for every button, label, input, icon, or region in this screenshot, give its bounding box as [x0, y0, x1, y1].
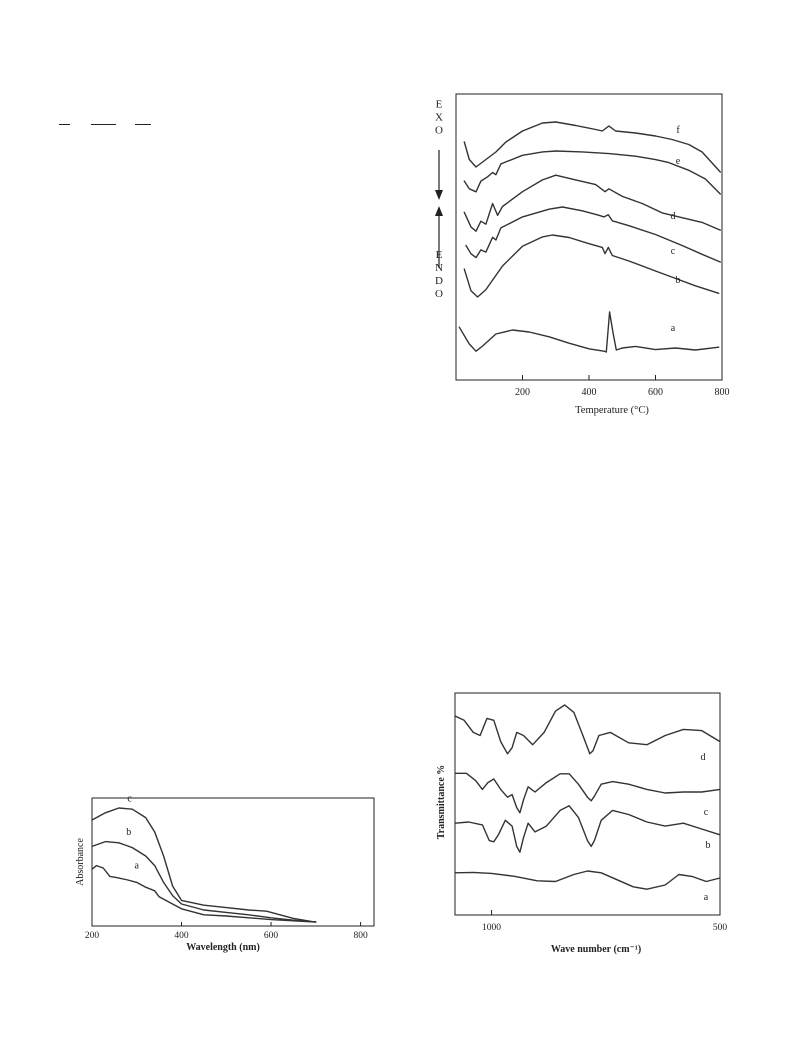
dta-x-tick-label: 600	[648, 387, 663, 398]
ir-x-axis-title: Wave number (cm⁻¹)	[551, 944, 641, 955]
ir-x-tick-label: 1000	[482, 923, 501, 933]
dta-series-label-f: f	[676, 125, 680, 136]
ir-curve-b	[454, 805, 721, 853]
uv-curve-c	[91, 807, 312, 923]
dta-x-tick-label: 800	[715, 387, 730, 398]
uv-series-label-a: a	[135, 861, 140, 872]
dta-exo-label: EXO	[433, 99, 445, 138]
left-dash-1	[59, 124, 70, 125]
uv-plot-frame	[91, 797, 375, 927]
dta-endo-label: ENDO	[433, 249, 445, 301]
ir-series-label-a: a	[704, 892, 709, 903]
uv-curve-b	[91, 840, 317, 923]
left-dash-3	[135, 124, 151, 125]
uv-x-tick-label: 600	[264, 931, 279, 941]
dta-plot-frame	[455, 93, 723, 381]
dta-curve-e	[463, 150, 721, 195]
uv-curve-a	[91, 864, 317, 923]
dta-series-label-e: e	[676, 156, 681, 167]
uv-series-label-b: b	[126, 827, 131, 838]
ir-x-tick-label: 500	[713, 923, 728, 933]
dta-series-label-a: a	[671, 323, 676, 334]
dta-series-label-d: d	[671, 211, 676, 222]
dta-curve-f	[463, 121, 721, 173]
ir-figure: 1000 500 a b c d Transmittance % Wave number…	[436, 692, 728, 955]
ir-series-label-d: d	[701, 752, 706, 763]
uv-x-tick-label: 400	[174, 931, 189, 941]
ir-series-label-b: b	[706, 840, 711, 851]
ir-y-axis-title: Transmittance %	[436, 765, 447, 840]
dta-curve-a	[458, 311, 720, 353]
ir-series-label-c: c	[704, 807, 709, 818]
uv-y-axis-title: Absorbance	[75, 838, 86, 886]
ir-curve-d	[454, 704, 721, 755]
dta-curve-b	[463, 234, 720, 298]
dta-curve-c	[465, 206, 721, 263]
dta-endo-arrowhead	[435, 206, 443, 216]
ir-plot-frame	[454, 692, 721, 916]
uv-x-axis-title: Wavelength (nm)	[186, 942, 260, 953]
dta-exo-arrowhead	[435, 190, 443, 200]
dta-series-label-c: c	[671, 246, 676, 257]
ir-curve-a	[454, 870, 721, 890]
dta-x-axis-title: Temperature (°C)	[575, 405, 649, 416]
uv-x-tick-label: 200	[85, 931, 100, 941]
dta-x-tick-label: 400	[582, 387, 597, 398]
left-dash-2	[91, 124, 116, 125]
uv-series-label-c: c	[127, 793, 132, 804]
dta-series-label-b: b	[676, 275, 681, 286]
uv-x-tick-label: 800	[353, 931, 368, 941]
uv-figure: 200 400 600 800 a b c Absorbance Wavelength (…	[75, 793, 375, 953]
dta-curve-d	[463, 174, 721, 232]
ir-curve-c	[454, 772, 721, 814]
dta-x-tick-label: 200	[515, 387, 530, 398]
dta-figure: 200 400 600 800 a b c d e f EXO ENDO Temperature…	[433, 93, 730, 416]
